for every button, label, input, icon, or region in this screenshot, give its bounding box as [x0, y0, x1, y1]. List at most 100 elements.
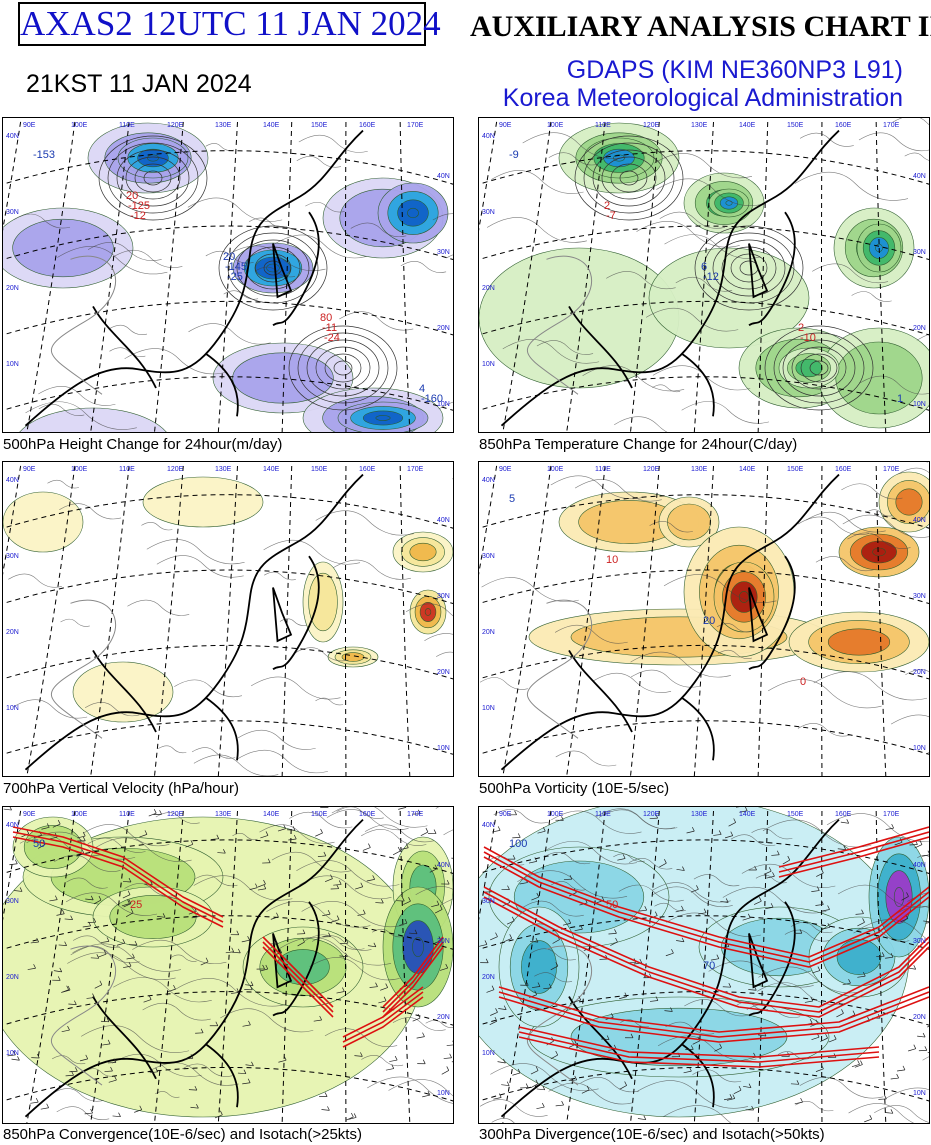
- contour-value-label: 50: [606, 899, 618, 911]
- lat-label: 40N: [437, 173, 450, 180]
- contour-value-label: -11: [322, 322, 337, 334]
- axis-labels: 90E 100E 110E 120E 130E 140E 150E 160E 170E 40N 40…: [482, 811, 926, 1097]
- axis-labels: 90E 100E 110E 120E 130E 140E 150E 160E 170E 40N 40…: [482, 466, 926, 752]
- panel-divergence-isotach-map: 90E 100E 110E 120E 130E 140E 150E 160E 170E 40N 40…: [478, 806, 930, 1124]
- local-time: 21KST 11 JAN 2024: [26, 70, 252, 98]
- panel-convergence-isotach-map: 90E 100E 110E 120E 130E 140E 150E 160E 170E 40N 40…: [2, 806, 454, 1124]
- lon-label: 170E: [407, 122, 424, 129]
- isotach-lines: [12, 826, 444, 1048]
- caption-vertical-velocity: 700hPa Vertical Velocity (hPa/hour): [3, 780, 239, 797]
- contour-value-label: -12: [703, 271, 719, 283]
- lon-label: 90E: [499, 122, 512, 129]
- lat-label: 10N: [913, 745, 926, 752]
- map-canvas: 90E 100E 110E 120E 130E 140E 150E 160E 170E 40N 40…: [3, 807, 453, 1123]
- lat-label: 30N: [437, 593, 450, 600]
- shaded-area: [658, 496, 720, 548]
- coastlines: [500, 473, 840, 771]
- lon-label: 130E: [215, 122, 232, 129]
- panel-temperature-change-map: 90E 100E 110E 120E 130E 140E 150E 160E 170E 40N 40…: [478, 117, 930, 433]
- lon-label: 160E: [835, 466, 852, 473]
- lon-label: 100E: [547, 122, 564, 129]
- lon-label: 120E: [167, 466, 184, 473]
- lat-label: 30N: [437, 938, 450, 945]
- map-canvas: 90E 100E 110E 120E 130E 140E 150E 160E 170E 40N 40…: [479, 118, 929, 432]
- lon-label: 150E: [311, 466, 328, 473]
- contour-value-label: 4: [419, 383, 425, 395]
- lat-label: 10N: [482, 361, 495, 368]
- contour-lines: [479, 462, 929, 767]
- lon-label: 130E: [691, 466, 708, 473]
- contour-value-label: 25: [130, 899, 142, 911]
- lon-label: 110E: [595, 811, 611, 818]
- lon-label: 110E: [119, 122, 135, 129]
- lon-label: 100E: [71, 122, 88, 129]
- lon-label: 110E: [595, 122, 611, 129]
- caption-temperature-change: 850hPa Temperature Change for 24hour(C/d…: [479, 436, 798, 453]
- lat-label: 30N: [482, 898, 495, 905]
- shaded-area: [72, 661, 174, 723]
- lat-label: 30N: [6, 898, 19, 905]
- axis-labels: 90E 100E 110E 120E 130E 140E 150E 160E 170E 40N 40…: [482, 122, 926, 408]
- lat-label: 10N: [6, 1050, 19, 1057]
- lat-label: 20N: [913, 669, 926, 676]
- model-name: GDAPS (KIM NE360NP3 L91): [566, 56, 903, 84]
- lat-label: 10N: [6, 705, 19, 712]
- agency-name: Korea Meteorological Administration: [502, 84, 903, 112]
- lat-label: 40N: [482, 133, 495, 140]
- lat-label: 20N: [482, 285, 495, 292]
- shaded-area: [788, 611, 929, 673]
- lon-label: 130E: [215, 466, 232, 473]
- lat-label: 40N: [913, 173, 926, 180]
- map-canvas: 90E 100E 110E 120E 130E 140E 150E 160E 170E 40N 40…: [479, 462, 929, 776]
- contour-value-label: 70: [703, 960, 715, 972]
- contour-value-label: -12: [130, 210, 146, 222]
- lon-label: 140E: [739, 466, 756, 473]
- panel-vertical-velocity-map: 90E 100E 110E 120E 130E 140E 150E 160E 170E 40N 40…: [2, 461, 454, 777]
- lon-label: 120E: [643, 811, 660, 818]
- shaded-area: [409, 589, 447, 635]
- lat-label: 30N: [913, 593, 926, 600]
- lat-label: 10N: [437, 1090, 450, 1097]
- isotach-lines: [483, 826, 929, 1068]
- caption-convergence: 850hPa Convergence(10E-6/sec) and Isotac…: [3, 1126, 362, 1143]
- lon-label: 110E: [119, 466, 135, 473]
- lon-label: 90E: [499, 811, 512, 818]
- lon-label: 120E: [643, 122, 660, 129]
- axis-labels: 90E 100E 110E 120E 130E 140E 150E 160E 170E 40N 40…: [6, 466, 450, 752]
- lat-label: 30N: [913, 938, 926, 945]
- shaded-area: [479, 247, 680, 389]
- lon-label: 130E: [215, 811, 232, 818]
- lat-label: 40N: [913, 517, 926, 524]
- lon-label: 100E: [547, 466, 564, 473]
- caption-height-change: 500hPa Height Change for 24hour(m/day): [3, 436, 283, 453]
- lat-label: 30N: [482, 553, 495, 560]
- lon-label: 90E: [23, 811, 36, 818]
- lat-label: 40N: [482, 477, 495, 484]
- caption-divergence: 300hPa Divergence(10E-6/sec) and Isotach…: [479, 1126, 825, 1143]
- lat-label: 20N: [913, 325, 926, 332]
- contour-value-label: -125: [128, 200, 150, 212]
- lon-label: 120E: [643, 466, 660, 473]
- lon-label: 90E: [23, 466, 36, 473]
- contour-value-label: -9: [509, 149, 519, 161]
- shaded-area: [302, 561, 344, 643]
- contour-value-label: -160: [421, 393, 443, 405]
- lat-label: 30N: [437, 249, 450, 256]
- lon-label: 90E: [499, 466, 512, 473]
- contour-value-label: -7: [606, 210, 616, 222]
- lon-label: 170E: [407, 811, 424, 818]
- lat-label: 30N: [482, 209, 495, 216]
- shaded-area: [327, 646, 379, 668]
- lon-label: 160E: [835, 811, 852, 818]
- lat-label: 20N: [6, 629, 19, 636]
- shaded-area: [558, 491, 700, 553]
- lat-label: 20N: [6, 285, 19, 292]
- contour-value-label: -153: [33, 149, 55, 161]
- contour-value-label: -25: [227, 271, 243, 283]
- coastlines: [24, 129, 364, 427]
- shaded-area: [382, 886, 453, 1008]
- caption-vorticity: 500hPa Vorticity (10E-5/sec): [479, 780, 670, 797]
- lat-label: 40N: [6, 477, 19, 484]
- lat-label: 20N: [437, 1014, 450, 1021]
- lon-label: 110E: [119, 811, 135, 818]
